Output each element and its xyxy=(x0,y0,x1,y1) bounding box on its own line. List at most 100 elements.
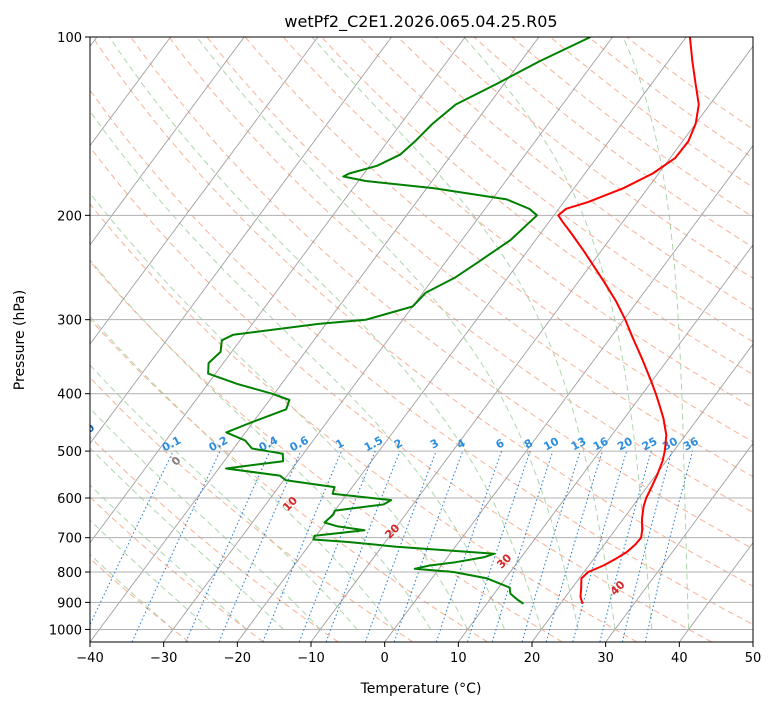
mixing-ratio-line xyxy=(599,450,652,642)
mixing-ratio-line xyxy=(90,450,174,626)
moist-adiabat-line xyxy=(90,553,174,630)
dry-adiabat-line xyxy=(282,37,753,409)
mixing-ratio-line xyxy=(572,450,628,642)
dry-adiabat-line xyxy=(90,496,264,642)
moist-adiabat-line xyxy=(90,447,284,630)
mixing-ratio-line xyxy=(393,450,464,642)
isotherm-line xyxy=(90,37,392,445)
isotherm-line xyxy=(531,343,753,642)
mixing-ratio-line xyxy=(521,450,581,642)
x-axis-label: Temperature (°C) xyxy=(360,681,482,697)
moist-adiabat-line xyxy=(90,484,247,630)
mixing-ratio-label: 2 xyxy=(392,436,405,451)
mixing-ratio-line xyxy=(262,450,342,642)
isotherm-line xyxy=(310,45,753,642)
mixing-ratio-label: 16 xyxy=(591,435,611,454)
dry-adiabat-line xyxy=(550,37,753,188)
isotherm-line xyxy=(90,37,171,147)
x-tick-label: 40 xyxy=(671,651,688,666)
mixing-ratio-label: 4 xyxy=(455,436,468,451)
dry-adiabat-label: -10 xyxy=(74,421,97,444)
y-tick-label: 700 xyxy=(57,532,82,547)
moist-adiabat-line xyxy=(90,407,321,630)
isotherm-line xyxy=(90,37,540,642)
x-tick-label: 30 xyxy=(597,651,614,666)
mixing-ratio-label: 8 xyxy=(522,436,535,451)
dry-adiabat-line xyxy=(90,203,638,642)
chart-title: wetPf2_C2E1.2026.065.04.25.R05 xyxy=(284,12,557,32)
y-tick-label: 300 xyxy=(57,314,82,329)
dry-adiabat-line xyxy=(588,37,753,159)
dry-adiabat-label: 20 xyxy=(382,521,402,541)
mixing-ratio-line xyxy=(621,450,673,642)
x-tick-label: −30 xyxy=(150,651,177,666)
mixing-ratio-line xyxy=(644,450,694,642)
y-tick-label: 200 xyxy=(57,209,82,224)
x-tick-label: −20 xyxy=(224,651,251,666)
isotherm-line xyxy=(457,244,753,642)
mixing-ratio-label: 13 xyxy=(569,435,589,454)
mixing-ratio-label: 25 xyxy=(640,435,660,454)
y-tick-label: 100 xyxy=(57,31,82,46)
y-tick-label: 600 xyxy=(57,492,82,507)
dry-adiabat-line xyxy=(206,37,753,478)
mixing-ratio-label: 30 xyxy=(660,435,680,454)
moist-adiabat-line xyxy=(90,192,469,630)
dry-adiabat-line xyxy=(359,37,753,343)
mixing-ratio-label: 6 xyxy=(494,436,507,451)
x-tick-label: −10 xyxy=(297,651,324,666)
mixing-ratio-label: 3 xyxy=(428,436,441,451)
moist-adiabat-line xyxy=(311,37,616,630)
x-tick-label: 0 xyxy=(381,651,389,666)
isotherm-line xyxy=(90,37,319,345)
dry-adiabat-line xyxy=(511,37,753,218)
dry-adiabat-line xyxy=(130,37,753,550)
moist-adiabat-line xyxy=(90,519,211,630)
dry-adiabat-line xyxy=(92,37,753,587)
mixing-ratio-line xyxy=(218,450,302,642)
pressure-gridlines xyxy=(90,37,753,630)
mixing-ratio-label: 36 xyxy=(681,435,701,454)
isotherm-line xyxy=(605,442,753,642)
dry-adiabat-label: -20 xyxy=(0,389,10,412)
dry-adiabat-line xyxy=(168,37,753,513)
y-tick-label: 1000 xyxy=(49,623,82,638)
moist-adiabat-line xyxy=(109,37,542,630)
moist-adiabat-line xyxy=(622,37,690,630)
moist-adiabats xyxy=(90,37,690,630)
isotherm-line xyxy=(90,37,245,246)
moist-adiabat-line xyxy=(90,110,505,630)
dry-adiabat-line xyxy=(90,436,339,642)
plot-frame xyxy=(89,36,754,643)
dry-adiabat-line xyxy=(321,37,753,376)
isotherm-line xyxy=(163,37,613,642)
plot-area: 0.10.20.40.611.52346810131620253036-100-… xyxy=(0,37,753,642)
isotherm-line xyxy=(752,641,753,642)
dry-adiabat-line xyxy=(90,376,414,642)
isotherm-line xyxy=(90,37,466,544)
mixing-ratio-line xyxy=(435,450,503,642)
dry-adiabat-line xyxy=(90,260,563,642)
dry-adiabat-line xyxy=(90,89,753,626)
isotherms xyxy=(90,37,753,642)
isotherm-line xyxy=(236,37,687,642)
dry-adiabat-line xyxy=(90,146,712,642)
moist-adiabat-line xyxy=(90,259,432,630)
x-tick-label: 50 xyxy=(745,651,762,666)
y-tick-label: 500 xyxy=(57,445,82,460)
mixing-ratio-line xyxy=(491,450,554,642)
isotherm-line xyxy=(384,144,753,642)
mixing-ratio-line xyxy=(545,450,603,642)
x-tick-label: 20 xyxy=(524,651,541,666)
x-axis-ticks: −40 −30 −20 −10 0 10 20 30 40 50 xyxy=(76,642,761,666)
dry-adiabats xyxy=(90,37,753,642)
mixing-ratio-lines xyxy=(90,450,694,642)
dry-adiabat-label: 10 xyxy=(280,494,300,514)
dry-adiabat-label: 40 xyxy=(608,578,628,598)
y-tick-label: 400 xyxy=(57,388,82,403)
y-tick-label: 800 xyxy=(57,566,82,581)
y-tick-label: 900 xyxy=(57,596,82,611)
mixing-ratio-label: 20 xyxy=(615,435,635,454)
moist-adiabat-line xyxy=(196,37,579,630)
